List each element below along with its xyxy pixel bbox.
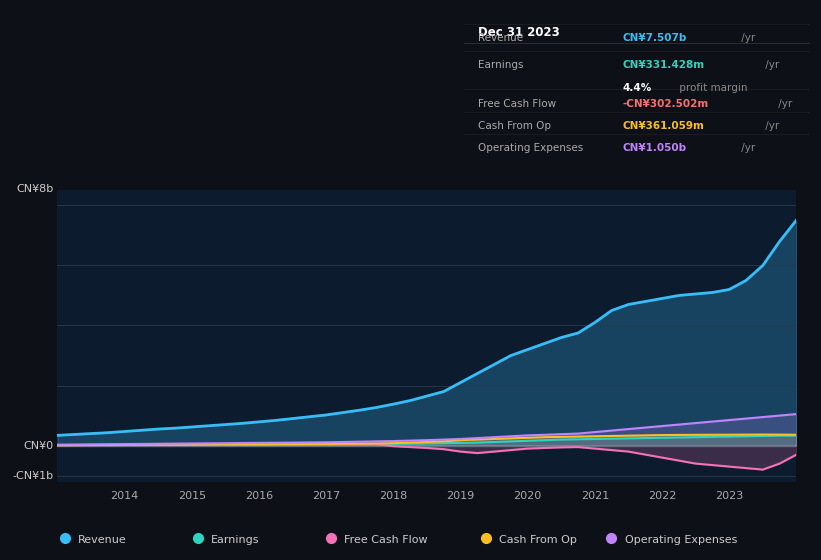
Text: 2017: 2017 <box>312 491 340 501</box>
Text: 4.4%: 4.4% <box>622 82 652 92</box>
Text: Dec 31 2023: Dec 31 2023 <box>478 26 559 39</box>
Text: /yr: /yr <box>775 99 792 109</box>
Text: -CN¥1b: -CN¥1b <box>12 470 54 480</box>
Text: 2016: 2016 <box>245 491 273 501</box>
Text: profit margin: profit margin <box>676 82 747 92</box>
Text: Free Cash Flow: Free Cash Flow <box>478 99 556 109</box>
Text: CN¥7.507b: CN¥7.507b <box>622 33 687 43</box>
Text: Earnings: Earnings <box>211 535 259 545</box>
Text: CN¥8b: CN¥8b <box>16 184 54 194</box>
Text: Revenue: Revenue <box>478 33 523 43</box>
Text: /yr: /yr <box>737 143 754 153</box>
Text: 2020: 2020 <box>514 491 542 501</box>
Text: 2021: 2021 <box>580 491 609 501</box>
Text: CN¥331.428m: CN¥331.428m <box>622 60 704 70</box>
Text: 2014: 2014 <box>111 491 139 501</box>
Text: 2023: 2023 <box>715 491 743 501</box>
Text: 2019: 2019 <box>447 491 475 501</box>
Text: /yr: /yr <box>763 60 780 70</box>
Text: /yr: /yr <box>763 121 780 131</box>
Text: 2015: 2015 <box>178 491 206 501</box>
Text: Cash From Op: Cash From Op <box>478 121 551 131</box>
Text: 2022: 2022 <box>648 491 677 501</box>
Text: 2018: 2018 <box>379 491 407 501</box>
Text: Earnings: Earnings <box>478 60 523 70</box>
Text: Revenue: Revenue <box>78 535 126 545</box>
Text: Operating Expenses: Operating Expenses <box>478 143 583 153</box>
Text: Free Cash Flow: Free Cash Flow <box>344 535 428 545</box>
Text: /yr: /yr <box>737 33 754 43</box>
Text: CN¥0: CN¥0 <box>24 441 54 451</box>
Text: Cash From Op: Cash From Op <box>499 535 577 545</box>
Text: CN¥1.050b: CN¥1.050b <box>622 143 686 153</box>
Text: Operating Expenses: Operating Expenses <box>625 535 737 545</box>
Text: CN¥361.059m: CN¥361.059m <box>622 121 704 131</box>
Text: -CN¥302.502m: -CN¥302.502m <box>622 99 709 109</box>
